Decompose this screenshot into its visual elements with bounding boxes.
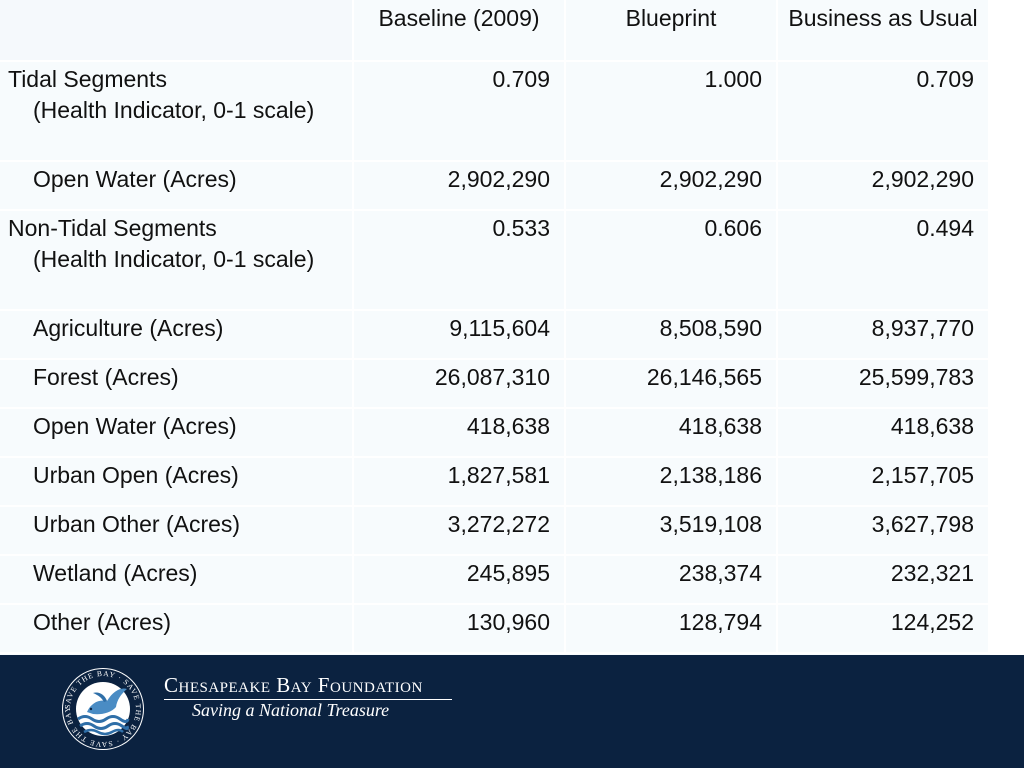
footer-banner: SAVE THE BAY · SAVE THE BAY · SAVE THE B…	[0, 655, 1024, 768]
row-label: Wetland (Acres)	[0, 556, 354, 605]
header-blueprint: Blueprint	[566, 0, 778, 62]
cell-business-as-usual: 8,937,770	[778, 311, 990, 360]
row-label-text: Non-Tidal Segments	[8, 215, 217, 241]
row-label: Urban Other (Acres)	[0, 507, 354, 556]
cell-baseline: 3,272,272	[354, 507, 566, 556]
row-label: Agriculture (Acres)	[0, 311, 354, 360]
table-row: Tidal Segments (Health Indicator, 0-1 sc…	[0, 62, 990, 162]
cell-baseline: 9,115,604	[354, 311, 566, 360]
cell-business-as-usual: 418,638	[778, 409, 990, 458]
cell-blueprint: 1.000	[566, 62, 778, 162]
header-business-as-usual: Business as Usual	[778, 0, 990, 62]
table-row: Open Water (Acres) 418,638 418,638 418,6…	[0, 409, 990, 458]
organization-tagline: Saving a National Treasure	[192, 700, 390, 720]
bird-seal-logo-icon: SAVE THE BAY · SAVE THE BAY · SAVE THE B…	[61, 667, 144, 750]
cell-blueprint: 2,138,186	[566, 458, 778, 507]
row-label: Other (Acres)	[0, 605, 354, 654]
table-row: Open Water (Acres) 2,902,290 2,902,290 2…	[0, 162, 990, 211]
row-label: Urban Open (Acres)	[0, 458, 354, 507]
land-use-table: Baseline (2009) Blueprint Business as Us…	[0, 0, 990, 654]
cell-business-as-usual: 124,252	[778, 605, 990, 654]
row-label: Open Water (Acres)	[0, 409, 354, 458]
cell-blueprint: 0.606	[566, 211, 778, 311]
cell-blueprint: 128,794	[566, 605, 778, 654]
table-header-row: Baseline (2009) Blueprint Business as Us…	[0, 0, 990, 62]
cell-baseline: 26,087,310	[354, 360, 566, 409]
cell-baseline: 418,638	[354, 409, 566, 458]
row-label: Open Water (Acres)	[0, 162, 354, 211]
table-row: Other (Acres) 130,960 128,794 124,252	[0, 605, 990, 654]
cell-baseline: 130,960	[354, 605, 566, 654]
row-label: Forest (Acres)	[0, 360, 354, 409]
table-row: Urban Open (Acres) 1,827,581 2,138,186 2…	[0, 458, 990, 507]
table-row: Wetland (Acres) 245,895 238,374 232,321	[0, 556, 990, 605]
header-blank-cell	[0, 0, 354, 62]
cell-baseline: 0.533	[354, 211, 566, 311]
table-row: Urban Other (Acres) 3,272,272 3,519,108 …	[0, 507, 990, 556]
cell-business-as-usual: 25,599,783	[778, 360, 990, 409]
table-row: Forest (Acres) 26,087,310 26,146,565 25,…	[0, 360, 990, 409]
cell-baseline: 1,827,581	[354, 458, 566, 507]
row-label: Non-Tidal Segments (Health Indicator, 0-…	[0, 211, 354, 311]
table-row: Non-Tidal Segments (Health Indicator, 0-…	[0, 211, 990, 311]
cell-baseline: 245,895	[354, 556, 566, 605]
cell-blueprint: 238,374	[566, 556, 778, 605]
organization-divider	[164, 699, 452, 700]
organization-name: Chesapeake Bay Foundation	[164, 673, 423, 697]
cell-business-as-usual: 0.494	[778, 211, 990, 311]
row-label-text: Tidal Segments	[8, 66, 167, 92]
table-row: Agriculture (Acres) 9,115,604 8,508,590 …	[0, 311, 990, 360]
cell-business-as-usual: 2,902,290	[778, 162, 990, 211]
data-table-container: Baseline (2009) Blueprint Business as Us…	[0, 0, 990, 654]
row-label: Tidal Segments (Health Indicator, 0-1 sc…	[0, 62, 354, 162]
cell-business-as-usual: 0.709	[778, 62, 990, 162]
cell-business-as-usual: 3,627,798	[778, 507, 990, 556]
cell-blueprint: 2,902,290	[566, 162, 778, 211]
cell-baseline: 2,902,290	[354, 162, 566, 211]
cell-baseline: 0.709	[354, 62, 566, 162]
cell-blueprint: 3,519,108	[566, 507, 778, 556]
row-sublabel: (Health Indicator, 0-1 scale)	[33, 246, 315, 272]
cell-business-as-usual: 2,157,705	[778, 458, 990, 507]
row-sublabel: (Health Indicator, 0-1 scale)	[33, 97, 315, 123]
header-baseline: Baseline (2009)	[354, 0, 566, 62]
cell-blueprint: 8,508,590	[566, 311, 778, 360]
cell-blueprint: 418,638	[566, 409, 778, 458]
cell-blueprint: 26,146,565	[566, 360, 778, 409]
cell-business-as-usual: 232,321	[778, 556, 990, 605]
